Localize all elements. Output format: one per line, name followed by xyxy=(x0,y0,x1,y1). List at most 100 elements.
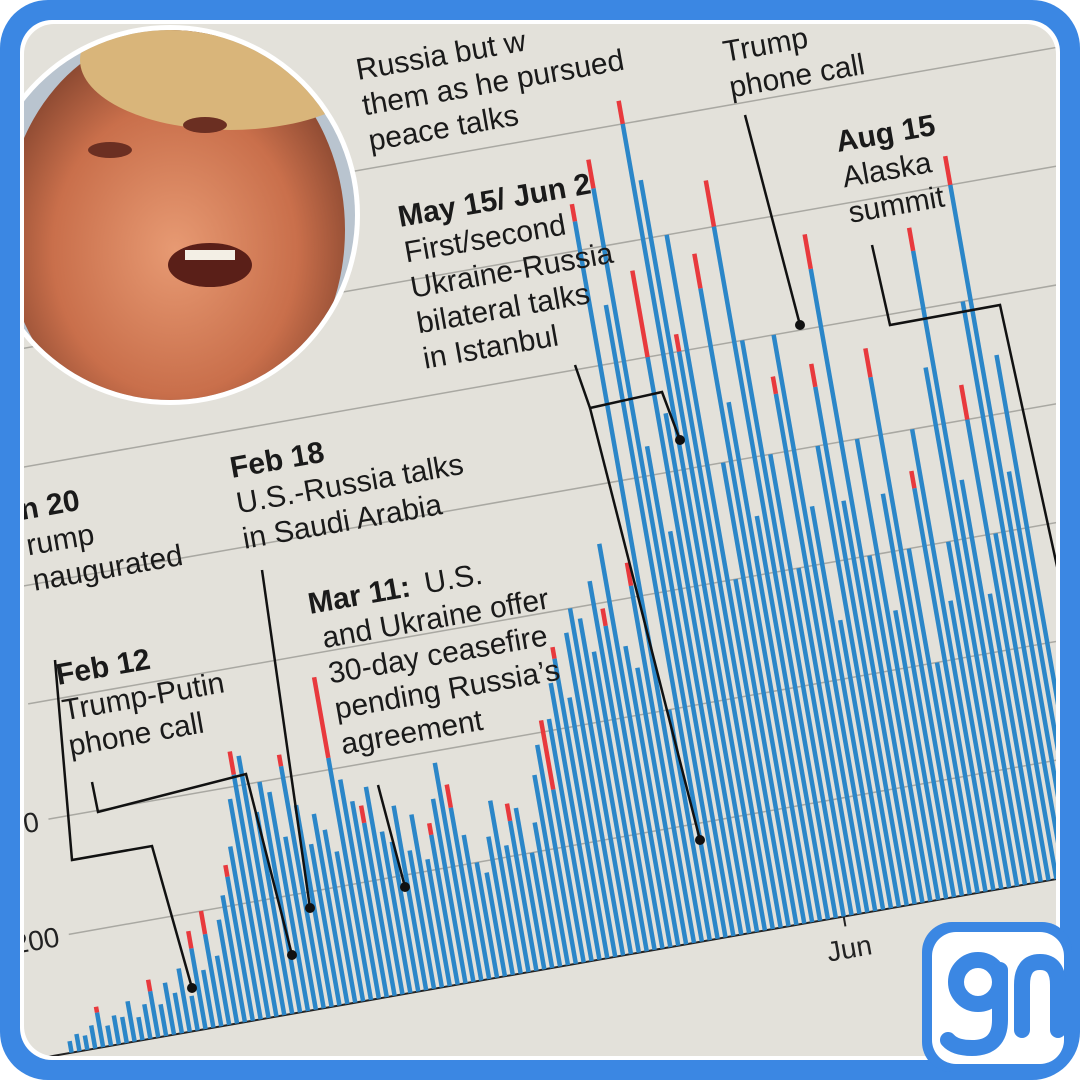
bar-segment xyxy=(74,1033,82,1052)
bar-segment xyxy=(987,593,1043,883)
bar-segment xyxy=(993,532,1056,880)
bar-segment xyxy=(726,401,823,922)
bar-segment xyxy=(644,445,736,937)
bar-segment xyxy=(145,979,153,992)
bar-segment xyxy=(796,567,862,915)
leader-line xyxy=(376,784,407,888)
bar-segment xyxy=(236,755,287,1016)
bar-segment xyxy=(67,1040,74,1054)
bar-segment xyxy=(125,1000,137,1042)
leader-line xyxy=(53,659,194,989)
bar-segment xyxy=(186,930,194,949)
bar-segment xyxy=(227,798,271,1019)
logo-mark xyxy=(940,952,1066,1057)
x-tick xyxy=(842,916,847,927)
bar-segment xyxy=(227,751,236,775)
leader-dot xyxy=(400,882,410,892)
bar-segment xyxy=(809,363,818,388)
photo-face xyxy=(24,30,345,400)
bar-segment xyxy=(994,354,1056,874)
bar-segment xyxy=(504,803,513,822)
bar-segment xyxy=(487,800,523,974)
bar-segment xyxy=(532,822,563,967)
bar-segment xyxy=(809,505,886,910)
bar-segment xyxy=(484,872,508,977)
bar-segment xyxy=(111,1015,122,1045)
bar-segment xyxy=(703,180,717,227)
bar-segment xyxy=(334,851,366,1002)
bar-segment xyxy=(912,487,988,892)
bar-segment xyxy=(1006,471,1056,876)
bar-segment xyxy=(158,1003,169,1037)
bar-segment xyxy=(535,744,579,965)
bar-segment xyxy=(513,807,547,970)
bar-segment xyxy=(202,933,224,1027)
bar-segment xyxy=(550,646,557,660)
leader-dots xyxy=(187,320,805,993)
bar-segment xyxy=(909,428,996,891)
bar-segment xyxy=(94,1012,106,1048)
bar-segment xyxy=(909,470,917,489)
bar-segment xyxy=(673,333,682,352)
bar-segment xyxy=(430,798,468,984)
bar-segment xyxy=(616,100,625,125)
bar-segment xyxy=(254,811,295,1015)
bar-segment xyxy=(461,834,492,980)
bar-segment xyxy=(739,340,846,917)
leader-dot xyxy=(287,950,297,960)
leader-line xyxy=(260,569,312,909)
bar-segment xyxy=(628,585,697,944)
bar-segment xyxy=(906,548,972,895)
leader-line xyxy=(870,244,1056,581)
bar-segment xyxy=(591,188,728,938)
bar-segment xyxy=(945,541,1012,888)
bar-segment xyxy=(322,829,358,1004)
annotation: May 15/ Jun 2First/secondUkraine-Russiab… xyxy=(395,168,615,376)
bar-segment xyxy=(429,834,460,985)
photo-eye xyxy=(183,117,227,133)
bar-segment xyxy=(503,844,531,973)
bar-segment xyxy=(711,226,839,919)
bar-segment xyxy=(567,697,618,958)
bar-segment xyxy=(172,992,185,1034)
bar-segment xyxy=(189,948,208,1030)
bar-segment xyxy=(486,836,516,976)
leader-line xyxy=(573,364,682,441)
bar-segment xyxy=(600,608,608,627)
logo-g-tail xyxy=(940,962,1008,1057)
bar-segment xyxy=(426,822,434,836)
bar-segment xyxy=(88,1025,98,1049)
bar-segment xyxy=(867,555,933,902)
bar-segment xyxy=(283,836,319,1010)
bar-segment xyxy=(624,562,634,587)
bar-segment xyxy=(425,858,452,987)
bar-segment xyxy=(448,807,484,981)
bar-segment xyxy=(754,515,831,920)
bar-segment xyxy=(572,220,705,942)
bar-segment xyxy=(910,250,1028,885)
bar-segment xyxy=(815,445,902,908)
bar-segment xyxy=(733,578,799,926)
bar-segment xyxy=(93,1006,100,1013)
bar-segment xyxy=(529,852,555,969)
bar-segment xyxy=(635,667,689,945)
bar-segment xyxy=(768,453,854,916)
photo-mouth xyxy=(168,243,252,287)
bar-segment xyxy=(201,969,216,1029)
bar-segment xyxy=(770,376,779,395)
bar-segment xyxy=(278,765,326,1009)
logo-n xyxy=(1014,953,1066,1038)
leader-dot xyxy=(675,435,685,445)
bar-segment xyxy=(225,876,256,1022)
bar-segment xyxy=(664,234,791,927)
logo xyxy=(922,922,1072,1072)
bar-segment xyxy=(326,757,374,1001)
bar-segment xyxy=(162,982,177,1035)
bar-segment xyxy=(773,393,870,913)
bar-segment xyxy=(407,850,437,990)
bar-segment xyxy=(948,184,1056,877)
bar-segment xyxy=(551,789,586,963)
